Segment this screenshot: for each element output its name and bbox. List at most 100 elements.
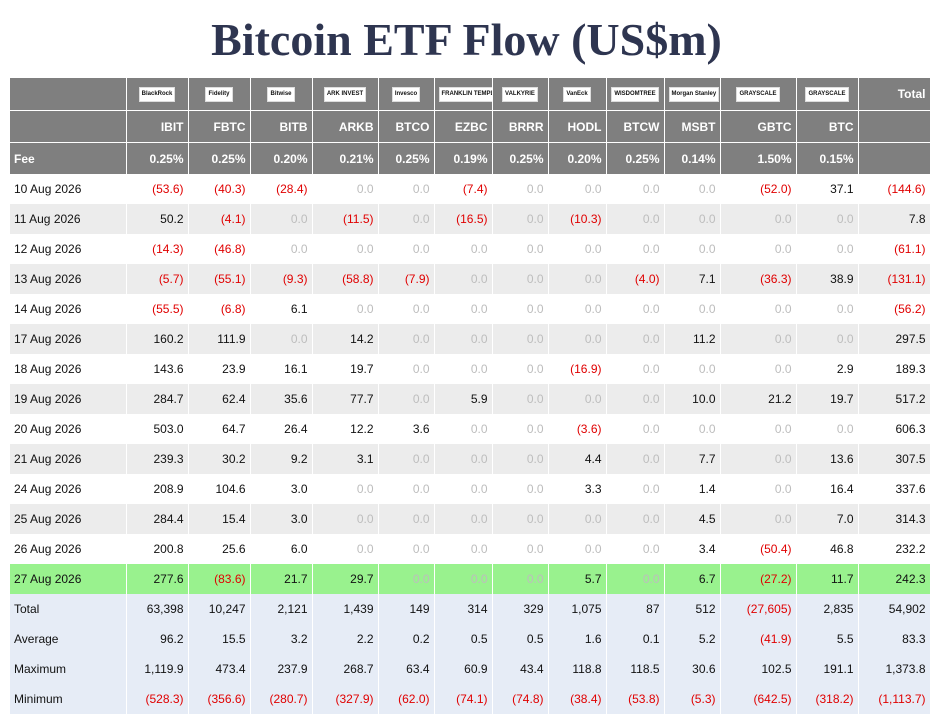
flow-cell: 5.7 <box>548 564 607 594</box>
flow-cell: 0.0 <box>492 414 549 444</box>
flow-cell: 0.0 <box>492 174 549 204</box>
flow-cell: 0.0 <box>796 204 859 234</box>
flow-cell: 15.4 <box>188 504 251 534</box>
flow-cell: 29.7 <box>312 564 379 594</box>
flow-cell: 87 <box>606 594 665 624</box>
row-total-cell: 232.2 <box>858 534 931 564</box>
ticker-total-cell <box>858 110 931 143</box>
flow-cell: (3.6) <box>548 414 607 444</box>
flow-cell: 0.1 <box>606 624 665 654</box>
ticker-header: BTCO <box>378 110 435 143</box>
flow-cell: 0.0 <box>548 504 607 534</box>
flow-cell: 0.0 <box>378 234 435 264</box>
issuer-logo-cell: Fidelity <box>188 78 251 111</box>
flow-cell: (642.5) <box>720 684 797 714</box>
flow-cell: 237.9 <box>250 654 313 684</box>
flow-cell: 7.1 <box>664 264 721 294</box>
fee-value: 1.50% <box>720 142 797 174</box>
flow-cell: 0.0 <box>250 324 313 354</box>
flow-cell: 0.0 <box>720 444 797 474</box>
flow-cell: 0.0 <box>606 444 665 474</box>
flow-cell: 64.7 <box>188 414 251 444</box>
flow-cell: 473.4 <box>188 654 251 684</box>
flow-cell: 0.0 <box>434 534 493 564</box>
flow-cell: 11.7 <box>796 564 859 594</box>
flow-cell: 3.1 <box>312 444 379 474</box>
invesco-logo: Invesco <box>391 86 421 102</box>
flow-cell: 0.0 <box>378 354 435 384</box>
row-total-cell: 1,373.8 <box>858 654 931 684</box>
flow-cell: 26.4 <box>250 414 313 444</box>
flow-cell: 0.0 <box>548 174 607 204</box>
ticker-header: EZBC <box>434 110 493 143</box>
flow-cell: 0.0 <box>378 324 435 354</box>
flow-cell: (356.6) <box>188 684 251 714</box>
row-total-cell: 297.5 <box>858 324 931 354</box>
page-title: Bitcoin ETF Flow (US$m) <box>211 14 722 65</box>
flow-cell: 19.7 <box>796 384 859 414</box>
flow-cell: 63,398 <box>126 594 189 624</box>
flow-cell: 10,247 <box>188 594 251 624</box>
flow-cell: 0.0 <box>548 264 607 294</box>
flow-cell: (4.0) <box>606 264 665 294</box>
flow-cell: 208.9 <box>126 474 189 504</box>
flow-cell: 1.6 <box>548 624 607 654</box>
table-row-label: 27 Aug 2026 <box>10 564 127 594</box>
morgan-stanley-logo: Morgan Stanley <box>668 86 719 102</box>
logo-corner-cell <box>10 78 127 111</box>
flow-cell: 5.2 <box>664 624 721 654</box>
flow-cell: 4.5 <box>664 504 721 534</box>
flow-cell: (5.3) <box>664 684 721 714</box>
flow-cell: 0.0 <box>434 564 493 594</box>
flow-cell: 12.2 <box>312 414 379 444</box>
table-row-label: 14 Aug 2026 <box>10 294 127 324</box>
flow-cell: 503.0 <box>126 414 189 444</box>
flow-cell: 7.0 <box>796 504 859 534</box>
ticker-header: MSBT <box>664 110 721 143</box>
flow-cell: 14.2 <box>312 324 379 354</box>
table-row: 18 Aug 2026 143.6 23.9 16.1 19.7 0.0 0.0 0.0 (16… <box>10 354 931 384</box>
row-total-cell: 314.3 <box>858 504 931 534</box>
ark-logo: ARK INVEST <box>323 86 367 102</box>
flow-cell: 0.0 <box>312 294 379 324</box>
table-row-label: 24 Aug 2026 <box>10 474 127 504</box>
row-total-cell: 517.2 <box>858 384 931 414</box>
flow-cell: 2.2 <box>312 624 379 654</box>
flow-cell: 0.0 <box>378 384 435 414</box>
flow-cell: (52.0) <box>720 174 797 204</box>
total-column-header: Total <box>858 78 931 111</box>
flow-cell: 0.0 <box>378 294 435 324</box>
flow-cell: 143.6 <box>126 354 189 384</box>
flow-cell: 102.5 <box>720 654 797 684</box>
table-row: 12 Aug 2026 (14.3) (46.8) 0.0 0.0 0.0 0.0 0.0 0.… <box>10 234 931 264</box>
summary-row: Minimum (528.3) (356.6) (280.7) (327.9) (62.0… <box>10 684 931 714</box>
fee-value: 0.20% <box>548 142 607 174</box>
flow-cell: 1,075 <box>548 594 607 624</box>
flow-cell: 0.0 <box>492 384 549 414</box>
issuer-logo-row: BlackRock Fidelity Bitwise ARK INVEST Invesc… <box>10 78 931 111</box>
flow-cell: 0.0 <box>720 474 797 504</box>
fee-value: 0.21% <box>312 142 379 174</box>
summary-row-label: Maximum <box>10 654 127 684</box>
flow-cell: 96.2 <box>126 624 189 654</box>
summary-row: Maximum 1,119.9 473.4 237.9 268.7 63.4 60.9 43.… <box>10 654 931 684</box>
flow-cell: (4.1) <box>188 204 251 234</box>
flow-cell: 111.9 <box>188 324 251 354</box>
flow-cell: 0.0 <box>434 234 493 264</box>
flow-cell: 0.0 <box>548 234 607 264</box>
flow-cell: 0.0 <box>720 504 797 534</box>
flow-cell: 46.8 <box>796 534 859 564</box>
ticker-header: IBIT <box>126 110 189 143</box>
flow-cell: 6.0 <box>250 534 313 564</box>
flow-cell: 25.6 <box>188 534 251 564</box>
flow-cell: 21.7 <box>250 564 313 594</box>
flow-cell: 0.0 <box>606 564 665 594</box>
flow-cell: 2,835 <box>796 594 859 624</box>
flow-cell: 200.8 <box>126 534 189 564</box>
flow-cell: 118.5 <box>606 654 665 684</box>
flow-cell: 0.0 <box>378 564 435 594</box>
flow-cell: 16.1 <box>250 354 313 384</box>
flow-cell: 0.0 <box>664 414 721 444</box>
table-row: 24 Aug 2026 208.9 104.6 3.0 0.0 0.0 0.0 0.0 3.3 0… <box>10 474 931 504</box>
flow-cell: (327.9) <box>312 684 379 714</box>
